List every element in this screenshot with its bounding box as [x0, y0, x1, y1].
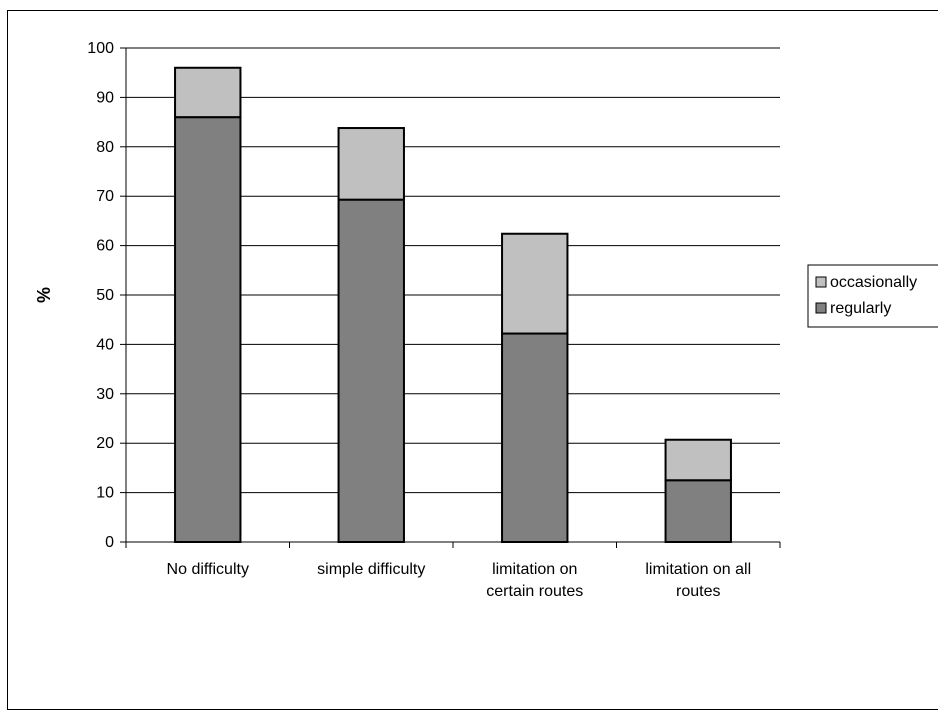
legend-swatch-occasionally — [815, 276, 827, 288]
legend-swatch-regularly — [815, 302, 827, 314]
bar-regularly-1 — [337, 198, 405, 544]
chart-frame — [7, 10, 938, 710]
y-tick-label: 100 — [87, 40, 114, 57]
y-tick-label: 60 — [96, 238, 114, 255]
y-tick-label: 80 — [96, 139, 114, 156]
y-tick-label: 10 — [96, 485, 114, 502]
bar-regularly-2 — [501, 332, 569, 544]
bar-regularly-0 — [174, 116, 242, 543]
bar-occasionally-2 — [501, 232, 569, 335]
bar-regularly-3 — [664, 479, 732, 543]
x-category-label: simple difficulty — [317, 561, 425, 578]
y-tick-label: 90 — [96, 89, 114, 106]
y-tick-label: 50 — [96, 287, 114, 304]
y-tick-label: 70 — [96, 188, 114, 205]
x-category-label: limitation on — [492, 561, 577, 578]
y-tick-label: 40 — [96, 336, 114, 353]
legend-label-occasionally: occasionally — [830, 274, 917, 291]
y-tick-label: 20 — [96, 435, 114, 452]
x-category-label: certain routes — [486, 583, 583, 600]
y-tick-label: 0 — [105, 534, 114, 551]
x-category-label: No difficulty — [167, 561, 249, 578]
y-tick-label: 30 — [96, 386, 114, 403]
stacked-bar-chart: 0 10 20 30 40 50 60 70 80 90 100% No difficulty simp… — [34, 40, 938, 600]
legend-label-regularly: regularly — [830, 300, 891, 317]
bar-occasionally-3 — [664, 438, 732, 482]
bar-occasionally-1 — [337, 127, 405, 201]
y-axis-title: % — [34, 287, 54, 303]
bar-occasionally-0 — [174, 66, 242, 119]
x-category-label: limitation on all — [645, 561, 751, 578]
x-category-label: routes — [676, 583, 720, 600]
legend-box — [807, 264, 938, 328]
